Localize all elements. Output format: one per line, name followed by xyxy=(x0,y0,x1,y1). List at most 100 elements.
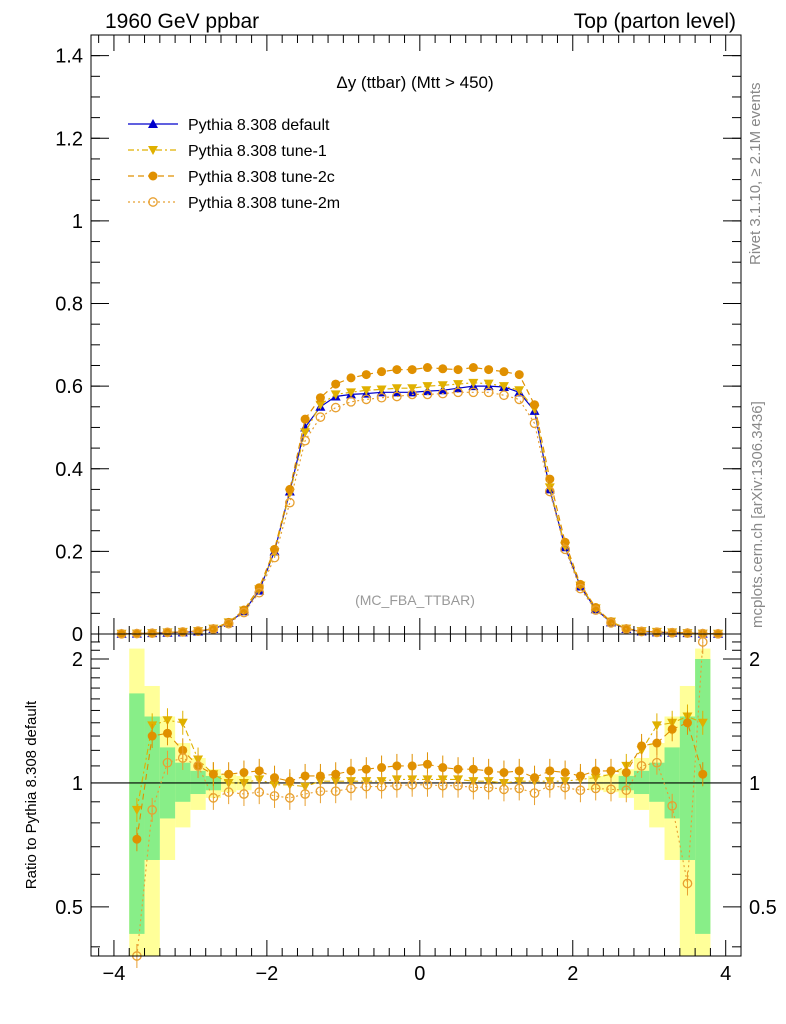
x-tick-label: −4 xyxy=(103,963,126,985)
ratio-point-tune-2m xyxy=(315,786,326,797)
ratio-point-tune-2c xyxy=(422,759,432,769)
ratio-point-tune-2m xyxy=(697,637,708,647)
main-y-tick-label: 1.2 xyxy=(55,128,83,150)
main-point-tune-2c xyxy=(468,363,478,373)
ratio-point-tune-2c xyxy=(132,834,142,844)
ratio-axis-ticks: 0.5 0.5 1 1 2 2 −4 −2 0 2 4 xyxy=(55,634,777,985)
x-tick-label: 4 xyxy=(720,963,731,985)
main-point-tune-2m xyxy=(621,624,632,634)
ratio-point-tune-2c xyxy=(315,771,325,781)
x-tick-label: 2 xyxy=(567,963,578,985)
ratio-y-tick-label: 1 xyxy=(72,773,83,795)
mcplots-label: mcplots.cern.ch [arXiv:1306.3436] xyxy=(749,401,766,628)
main-point-tune-2c xyxy=(407,365,417,375)
main-point-tune-2m xyxy=(437,388,448,399)
ratio-point-tune-2m xyxy=(162,757,173,768)
main-point-tune-1 xyxy=(498,382,509,392)
ratio-point-tune-2c xyxy=(637,741,647,751)
main-y-tick-label: 1.4 xyxy=(55,46,83,68)
ratio-point-tune-2m xyxy=(514,783,525,794)
main-panel: 0 0.2 0.4 0.6 0.8 1 1.2 1.4 Δy (ttbar) (Mtt > 4… xyxy=(55,34,742,646)
main-point-tune-2m xyxy=(422,389,433,400)
main-point-tune-1 xyxy=(330,390,341,400)
main-point-tune-2c xyxy=(591,603,601,613)
ratio-point-tune-2m xyxy=(544,780,555,791)
main-point-tune-1 xyxy=(346,388,356,398)
legend-marker-default xyxy=(148,119,158,128)
ratio-point-tune-1 xyxy=(651,721,662,731)
x-tick-label: 0 xyxy=(414,963,425,985)
main-point-tune-2m xyxy=(315,412,326,422)
ratio-point-tune-2m xyxy=(147,805,158,815)
ratio-point-tune-2m xyxy=(254,787,265,797)
ratio-point-tune-2c xyxy=(392,761,402,771)
ratio-panel: 0.5 0.5 1 1 2 2 −4 −2 0 2 4 xyxy=(55,629,777,985)
ratio-point-tune-2c xyxy=(270,773,280,783)
ratio-point-tune-2c xyxy=(377,763,387,773)
ratio-point-tune-1 xyxy=(177,718,188,728)
main-point-tune-1 xyxy=(315,400,326,410)
main-point-tune-1 xyxy=(468,378,479,388)
main-point-tune-1 xyxy=(300,428,311,438)
main-y-tick-label: 0.4 xyxy=(55,459,83,481)
ratio-point-tune-2m xyxy=(437,780,448,791)
main-point-tune-1 xyxy=(422,382,433,392)
main-point-tune-2m xyxy=(269,552,280,563)
ratio-point-tune-1 xyxy=(697,718,708,728)
legend-label-tune-2c: Pythia 8.308 tune-2c xyxy=(188,169,335,186)
main-point-tune-2m xyxy=(636,626,647,637)
main-point-tune-2m xyxy=(407,389,418,400)
ratio-point-tune-2c xyxy=(499,768,509,778)
ratio-point-tune-2m xyxy=(239,789,249,799)
main-point-tune-2m xyxy=(177,627,188,637)
ratio-point-tune-2c xyxy=(162,728,172,738)
main-point-tune-2m xyxy=(652,627,662,638)
ratio-uncertainty-bands xyxy=(129,648,711,956)
legend-marker-tune-2c xyxy=(148,171,158,181)
ratio-point-tune-2c xyxy=(468,764,478,774)
main-point-tune-2m xyxy=(346,396,356,407)
ratio-point-tune-2c xyxy=(224,769,234,779)
ratio-frame xyxy=(90,633,742,957)
ratio-point-tune-2c xyxy=(147,731,157,741)
ratio-point-tune-2m xyxy=(330,786,341,797)
x-tick-label: −2 xyxy=(255,963,278,985)
main-point-tune-2m xyxy=(468,387,479,398)
main-point-tune-2m xyxy=(239,607,249,618)
ratio-band-green xyxy=(649,762,665,802)
main-point-tune-2c xyxy=(682,628,692,638)
main-point-tune-2m xyxy=(483,387,494,398)
main-point-tune-2m xyxy=(193,626,203,636)
main-point-tune-2c xyxy=(377,367,387,377)
ratio-point-tune-2c xyxy=(698,769,708,779)
main-point-tune-2m xyxy=(499,390,509,401)
ratio-band-green xyxy=(679,716,696,860)
ratio-point-tune-2c xyxy=(361,764,371,774)
ratio-point-tune-2m xyxy=(560,782,570,793)
ratio-point-tune-1 xyxy=(131,805,142,815)
ratio-point-tune-2m xyxy=(483,782,494,793)
ratio-point-tune-2c xyxy=(530,773,540,783)
main-point-tune-1 xyxy=(453,380,464,390)
main-y-tick-label: 0.8 xyxy=(55,294,83,316)
ratio-point-tune-2m xyxy=(193,761,203,771)
ratio-point-tune-2m xyxy=(392,780,402,791)
main-point-tune-2c xyxy=(530,400,540,410)
main-point-tune-1 xyxy=(437,381,448,391)
plot-title: Δy (ttbar) (Mtt > 450) xyxy=(336,73,493,92)
main-point-tune-2c xyxy=(484,365,494,375)
ratio-point-tune-2c xyxy=(254,766,264,776)
ratio-point-tune-2c xyxy=(285,776,295,786)
ratio-point-tune-2m xyxy=(422,779,433,790)
ratio-point-tune-2c xyxy=(591,766,601,776)
main-point-tune-2m xyxy=(667,627,678,638)
ratio-point-tune-2m xyxy=(590,783,601,794)
main-point-tune-2c xyxy=(453,365,463,375)
ratio-point-tune-2c xyxy=(331,769,341,779)
ratio-point-tune-2m xyxy=(499,784,509,795)
ratio-y-tick-label-right: 1 xyxy=(749,773,760,795)
main-point-tune-2m xyxy=(147,628,158,639)
main-point-tune-2c xyxy=(667,627,677,637)
ratio-point-tune-2c xyxy=(514,766,524,776)
